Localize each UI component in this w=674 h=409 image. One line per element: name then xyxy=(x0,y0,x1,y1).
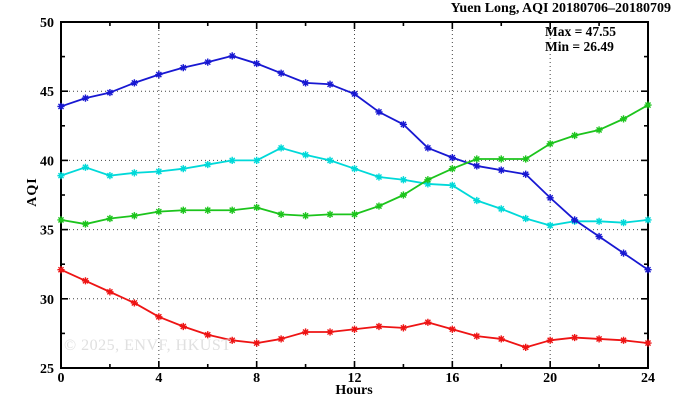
x-tick-label: 4 xyxy=(155,371,162,386)
series-markers-aqi-cyan xyxy=(57,144,652,230)
max-value-label: Max = 47.55 xyxy=(545,24,617,39)
y-tick-label: 30 xyxy=(40,293,54,308)
x-tick-label: 16 xyxy=(445,371,459,386)
y-axis-label: AQI xyxy=(25,177,40,207)
maxmin-annotation: Max = 47.55 Min = 26.49 xyxy=(545,24,617,54)
y-tick-label: 40 xyxy=(40,154,54,169)
watermark: © 2025, ENVF, HKUST xyxy=(64,337,232,354)
x-tick-label: 8 xyxy=(253,371,260,386)
series-line-aqi-red xyxy=(60,268,649,349)
y-tick-label: 35 xyxy=(40,224,54,239)
x-tick-label: 0 xyxy=(58,371,65,386)
min-value-label: Min = 26.49 xyxy=(545,38,614,54)
y-tick-label: 25 xyxy=(40,362,54,377)
x-tick-label: 24 xyxy=(641,371,655,386)
y-tick-label: 50 xyxy=(40,16,54,31)
chart-title: Yuen Long, AQI 20180706–20180709 xyxy=(450,1,671,16)
series-markers-aqi-red xyxy=(57,266,652,351)
series-markers-aqi-green xyxy=(57,101,652,228)
series-markers-aqi-blue xyxy=(57,52,652,274)
y-tick-label: 45 xyxy=(40,85,54,100)
x-axis-label: Hours xyxy=(335,383,373,398)
x-tick-label: 20 xyxy=(543,371,557,386)
x-tick-label: 12 xyxy=(348,371,362,386)
